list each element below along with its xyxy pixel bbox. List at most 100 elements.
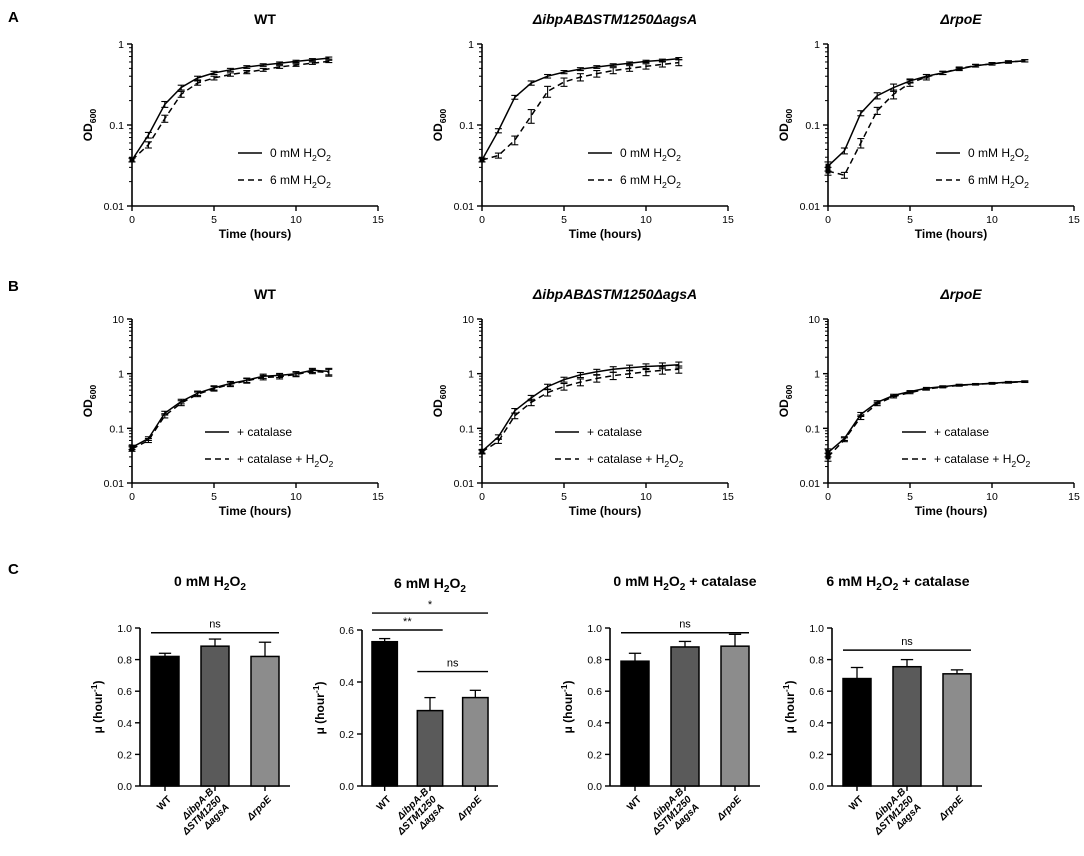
y-axis-label: μ (hour-1) [89, 680, 105, 733]
chart-title-part: O [882, 573, 893, 589]
legend-label-part: 6 mM H [968, 173, 1010, 187]
y-axis-label-part: OD [777, 123, 791, 141]
x-axis-label: Time (hours) [219, 227, 291, 241]
x-tick-label: 5 [907, 214, 913, 226]
category-label: ΔrpoE [715, 794, 745, 824]
legend-label-part: 2 [1010, 180, 1015, 190]
y-axis-label-part: μ (hour [783, 692, 797, 734]
bar-chart-C3: 0 mM H2O2 + catalase0.00.20.40.60.81.0μ … [559, 573, 760, 838]
data-point [479, 449, 485, 455]
legend-label-part: O [669, 452, 678, 466]
legend-label-part: 2 [664, 459, 669, 469]
chart-title: 0 mM H2O2 + catalase [613, 573, 756, 593]
bar [842, 677, 872, 787]
legend-label: 0 mM H2O2 [620, 146, 681, 163]
y-axis-label-part: OD [431, 399, 445, 417]
significance-label: ns [447, 658, 459, 670]
y-axis-label: μ (hour-1) [781, 680, 797, 733]
legend-label-part: O [667, 173, 676, 187]
y-tick-label: 0.6 [339, 625, 354, 637]
y-axis-label-part: μ (hour [561, 692, 575, 734]
y-tick-label: 1 [468, 39, 474, 51]
category-label: WT [625, 794, 644, 813]
bar-chart-C4: 6 mM H2O2 + catalase0.00.20.40.60.81.0μ … [781, 573, 982, 846]
chart-title-part: 2 [893, 582, 899, 593]
panel-label-b: B [8, 278, 19, 295]
significance-label: ns [901, 636, 913, 648]
y-tick-label: 0.6 [117, 686, 132, 698]
chart-title-part: 6 mM H [394, 575, 444, 591]
legend-label: + catalase [237, 425, 292, 439]
y-axis-label: μ (hour-1) [559, 680, 575, 733]
y-tick-label: 0.2 [809, 749, 824, 761]
y-tick-label: 0.0 [339, 781, 354, 793]
x-tick-label: 10 [290, 214, 302, 226]
y-axis-label-part: μ (hour [91, 692, 105, 734]
y-tick-label: 0.4 [809, 718, 824, 730]
chart-title: 6 mM H2O2 [394, 575, 466, 595]
legend-label-part: + catalase + H [934, 452, 1011, 466]
legend-label: 0 mM H2O2 [270, 146, 331, 163]
y-tick-label: 0.1 [805, 120, 820, 132]
legend-label-part: 2 [1011, 459, 1016, 469]
legend-label-part: + catalase [237, 425, 292, 439]
x-tick-label: 0 [825, 214, 831, 226]
y-axis-label-part: 600 [438, 109, 448, 124]
bar [200, 645, 230, 787]
y-axis-label: OD600 [777, 109, 794, 142]
y-axis-label-part: μ (hour [313, 693, 327, 735]
chart-title: ΔibpABΔSTM1250ΔagsA [532, 286, 697, 302]
y-axis-label-part: OD [81, 123, 95, 141]
x-tick-label: 15 [722, 491, 734, 503]
y-axis-label-part: 600 [784, 109, 794, 124]
legend-label-part: 0 mM H [968, 146, 1010, 160]
chart-title-part: 0 mM H [613, 573, 663, 589]
y-axis-label: OD600 [81, 385, 98, 418]
category-label: ΔibpA-BΔSTM1250ΔagsA [864, 786, 924, 846]
legend-label-part: 2 [1010, 153, 1015, 163]
legend-label-part: 2 [662, 153, 667, 163]
x-axis-label: Time (hours) [219, 504, 291, 518]
chart-title: WT [254, 11, 276, 27]
x-tick-label: 5 [211, 214, 217, 226]
y-tick-label: 10 [462, 314, 474, 326]
y-tick-label: 0.01 [104, 201, 125, 213]
legend-label-part: 2 [676, 180, 681, 190]
legend-label: 6 mM H2O2 [620, 173, 681, 190]
y-axis-label-part: ) [561, 680, 575, 684]
y-tick-label: 1 [468, 369, 474, 381]
data-point [825, 450, 831, 456]
category-label-line: ΔrpoE [937, 794, 967, 824]
legend-label-part: O [1016, 452, 1025, 466]
bar [720, 645, 750, 787]
x-tick-label: 10 [640, 491, 652, 503]
y-tick-label: 10 [112, 314, 124, 326]
bar [620, 660, 650, 787]
y-tick-label: 0.1 [109, 423, 124, 435]
category-label-line: ΔrpoE [245, 794, 275, 824]
legend-label-part: 2 [676, 153, 681, 163]
x-tick-label: 0 [129, 491, 135, 503]
y-tick-label: 0.1 [109, 120, 124, 132]
legend-label-part: 6 mM H [620, 173, 662, 187]
y-tick-label: 0.6 [587, 686, 602, 698]
bar [670, 646, 700, 787]
legend-label: 6 mM H2O2 [270, 173, 331, 190]
chart-title-part: 0 mM H [174, 573, 224, 589]
y-axis-label-part: -1 [89, 684, 99, 692]
line-chart-B2: ΔibpABΔSTM1250ΔagsA 0.01 0.1 1 10 0 5 10 15 Time … [431, 286, 734, 518]
legend-label-part: + catalase [934, 425, 989, 439]
legend-label-part: 2 [662, 180, 667, 190]
chart-title-part: 6 mM H [826, 573, 876, 589]
legend-label-part: 2 [312, 153, 317, 163]
category-label: ΔibpA-BΔSTM1250ΔagsA [172, 786, 232, 846]
chart-title: 0 mM H2O2 [174, 573, 246, 593]
y-axis-label-part: ) [91, 680, 105, 684]
y-tick-label: 1.0 [587, 623, 602, 635]
y-axis-label: OD600 [81, 109, 98, 142]
data-point [129, 446, 135, 452]
legend-label-part: 0 mM H [620, 146, 662, 160]
legend-label-part: + catalase [587, 425, 642, 439]
y-tick-label: 0.4 [587, 718, 602, 730]
